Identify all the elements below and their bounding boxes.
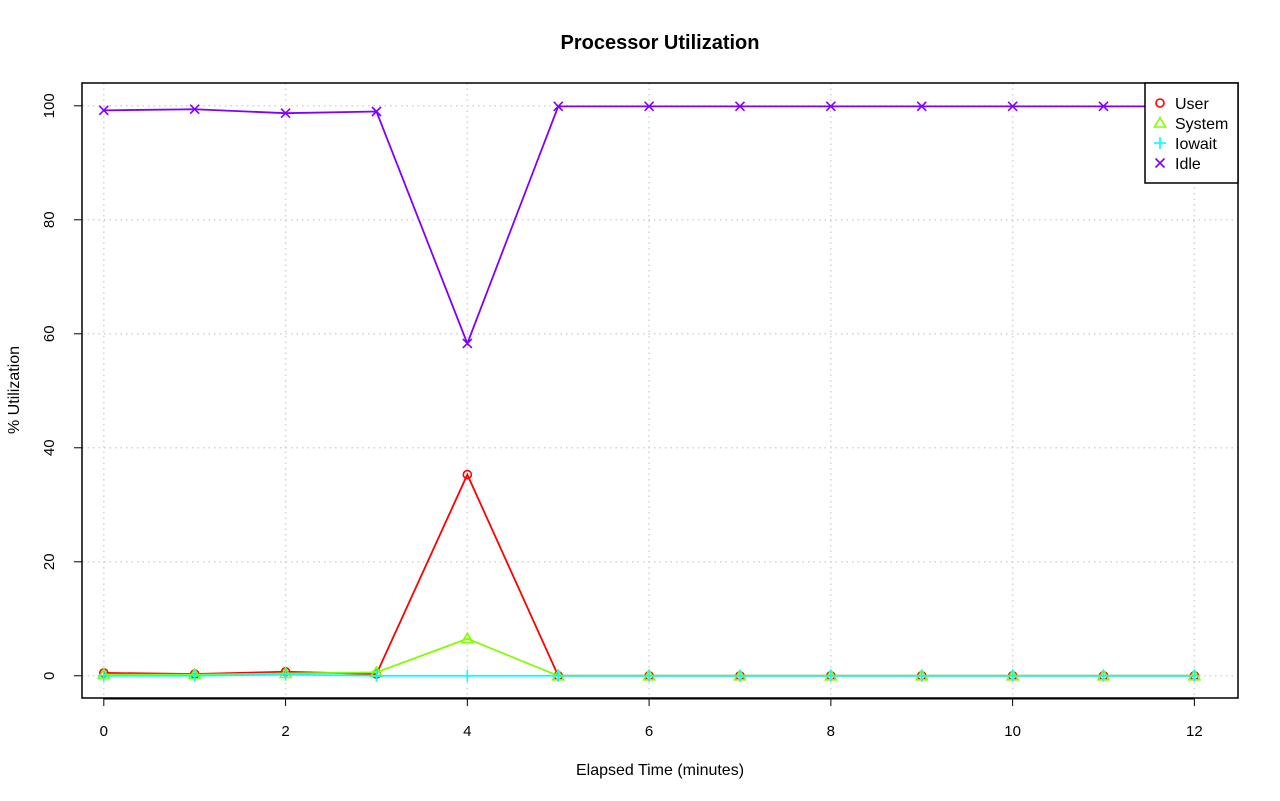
y-tick-label: 100	[41, 93, 58, 118]
y-axis-label: % Utilization	[6, 346, 23, 434]
data-point-idle-b	[1098, 101, 1109, 112]
series-layer	[96, 101, 1202, 682]
data-point-iowait	[643, 669, 656, 682]
data-point-iowait	[1006, 669, 1019, 682]
data-point-idle	[462, 338, 473, 349]
legend-marker-iowait	[1154, 137, 1166, 149]
y-axis: 0 20 40 60 80 100	[41, 93, 83, 680]
data-point-idle	[98, 105, 109, 116]
data-point-idle	[280, 108, 291, 119]
data-point-idle	[1098, 101, 1109, 112]
legend-label-iowait: Iowait	[1175, 136, 1217, 153]
data-point-iowait	[97, 669, 110, 682]
y-tick-label: 60	[41, 325, 58, 342]
legend-markers	[1153, 98, 1167, 169]
legend: User System Iowait Idle	[1144, 82, 1239, 184]
legend-marker-idle-b	[1154, 157, 1166, 169]
x-tick-label: 6	[645, 723, 653, 740]
legend-marker-user	[1155, 98, 1165, 108]
data-point-idle-b	[553, 101, 564, 112]
data-point-idle-b	[644, 101, 655, 112]
x-tick-label: 12	[1186, 723, 1203, 740]
series-idle	[98, 101, 1200, 349]
legend-label-system: System	[1175, 116, 1228, 133]
data-point-idle	[644, 101, 655, 112]
data-point-idle-b	[734, 101, 746, 112]
y-tick-label: 20	[41, 553, 58, 570]
data-point-iowait	[733, 669, 746, 682]
data-point-idle-b	[1007, 101, 1018, 112]
legend-marker-system	[1153, 115, 1167, 128]
data-point-iowait	[370, 669, 383, 682]
series-iowait	[97, 668, 1201, 682]
x-tick-label: 0	[100, 723, 108, 740]
data-point-idle	[371, 106, 382, 117]
x-tick-label: 2	[281, 723, 289, 740]
data-point-iowait	[1188, 669, 1201, 682]
data-point-idle-b	[825, 101, 836, 112]
data-point-idle	[734, 101, 746, 112]
data-point-idle-b	[462, 338, 473, 349]
data-point-system	[460, 631, 475, 644]
chart-title: Processor Utilization	[561, 32, 760, 54]
x-tick-label: 4	[463, 723, 471, 740]
data-point-idle-b	[98, 105, 109, 116]
y-tick-label: 0	[41, 672, 58, 680]
x-tick-label: 10	[1004, 723, 1021, 740]
data-point-user	[462, 469, 473, 480]
data-point-iowait	[461, 669, 474, 682]
y-tick-label: 40	[41, 439, 58, 456]
data-point-idle-b	[280, 108, 291, 119]
data-point-idle	[189, 104, 200, 115]
data-point-idle	[916, 101, 927, 112]
legend-marker-idle	[1154, 157, 1166, 169]
x-tick-label: 8	[827, 723, 835, 740]
data-point-idle-b	[916, 101, 927, 112]
data-point-idle-b	[189, 104, 200, 115]
data-point-iowait	[552, 669, 565, 682]
y-tick-label: 80	[41, 211, 58, 228]
legend-label-user: User	[1175, 96, 1209, 113]
data-point-idle	[1007, 101, 1018, 112]
legend-label-idle: Idle	[1175, 156, 1201, 173]
data-point-idle	[825, 101, 836, 112]
data-point-iowait	[1097, 669, 1110, 682]
data-point-iowait	[188, 669, 201, 682]
data-point-iowait	[824, 669, 837, 682]
data-point-iowait	[279, 668, 292, 681]
data-point-iowait	[915, 669, 928, 682]
x-axis-label: Elapsed Time (minutes)	[576, 762, 744, 779]
data-point-idle	[553, 101, 564, 112]
x-axis: 0 2 4 6 8 10 12	[100, 698, 1203, 740]
data-point-idle-b	[371, 106, 382, 117]
